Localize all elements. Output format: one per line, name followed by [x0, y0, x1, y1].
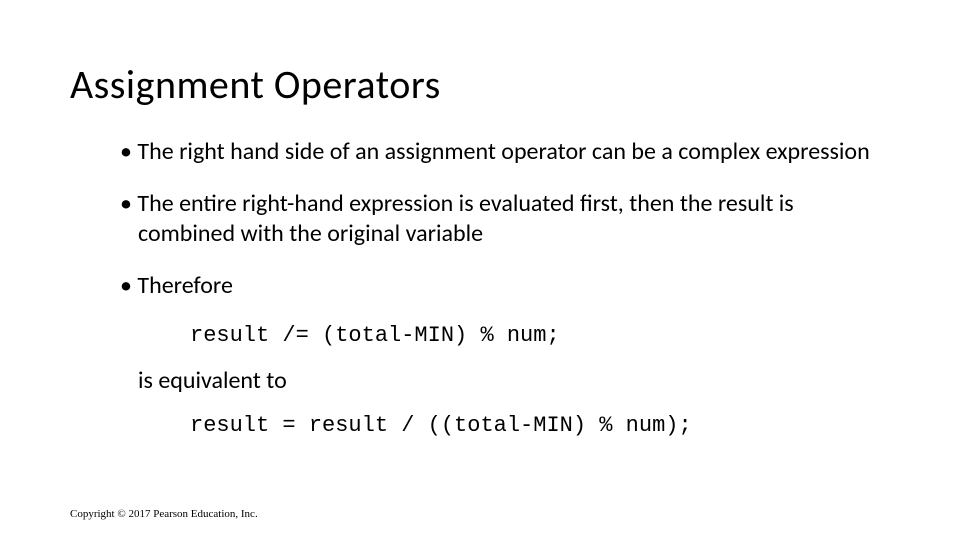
code-line-1: result /= (total-MIN) % num; [190, 323, 890, 348]
slide: Assignment Operators The right hand side… [0, 0, 960, 540]
bullet-2: The entire right-hand expression is eval… [120, 189, 890, 249]
code-line-2: result = result / ((total-MIN) % num); [190, 413, 890, 438]
slide-body: The right hand side of an assignment ope… [70, 137, 890, 438]
bullet-3: Therefore [120, 271, 890, 301]
slide-title: Assignment Operators [70, 60, 890, 109]
bullet-1: The right hand side of an assignment ope… [120, 137, 890, 167]
subtext-equivalent: is equivalent to [138, 366, 890, 395]
copyright-footer: Copyright © 2017 Pearson Education, Inc. [70, 508, 258, 520]
